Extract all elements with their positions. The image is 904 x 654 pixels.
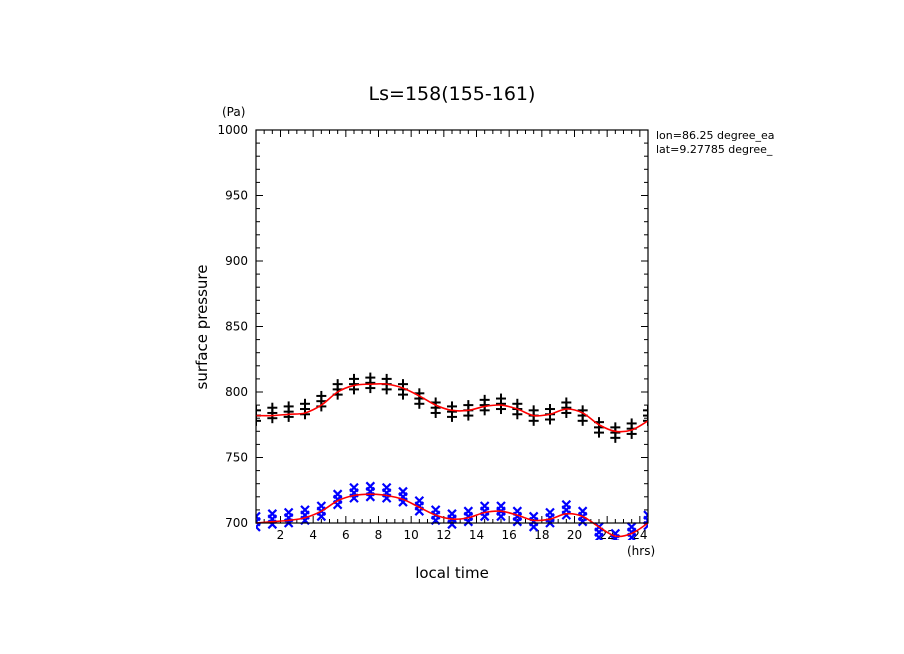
- point-plus: [479, 394, 490, 416]
- point-cross: [626, 522, 637, 540]
- y-tick-label: 800: [225, 385, 248, 399]
- point-cross: [283, 507, 294, 528]
- point-cross: [545, 507, 555, 528]
- x-tick-label: 4: [309, 528, 317, 542]
- point-cross: [256, 511, 261, 532]
- point-plus: [349, 373, 359, 395]
- annotation-lat: lat=9.27785 degree_: [656, 143, 773, 156]
- x-tick-label: 18: [534, 528, 549, 542]
- y-axis-label: surface pressure: [193, 265, 211, 390]
- x-tick-label: 20: [567, 528, 582, 542]
- point-cross: [365, 481, 376, 502]
- y-tick-label: 1000: [217, 123, 248, 137]
- point-cross: [349, 482, 359, 503]
- x-unit-label: (hrs): [627, 544, 655, 558]
- point-plus: [365, 372, 376, 394]
- axis-ticks: [256, 129, 648, 524]
- point-plus: [512, 398, 523, 420]
- point-plus: [643, 405, 648, 426]
- fit-line-2: [256, 382, 648, 433]
- point-cross: [267, 509, 278, 530]
- point-plus: [316, 390, 327, 412]
- point-plus: [267, 402, 278, 424]
- annotation-lon: lon=86.25 degree_ea: [656, 129, 775, 142]
- point-plus: [283, 401, 294, 422]
- y-tick-label: 950: [225, 189, 248, 203]
- y-tick-label: 900: [225, 254, 248, 268]
- point-plus: [561, 397, 572, 418]
- point-cross: [300, 505, 310, 526]
- x-tick-label: 6: [342, 528, 350, 542]
- x-tick-label: 2: [277, 528, 285, 542]
- y-tick-labels: 700 750 800 850 900 950 1000: [217, 123, 248, 530]
- chart-title: Ls=158(155-161): [369, 83, 536, 105]
- point-cross: [561, 499, 572, 520]
- x-tick-label: 8: [375, 528, 383, 542]
- point-cross: [398, 486, 408, 507]
- y-tick-label: 700: [225, 516, 248, 530]
- point-plus: [447, 401, 457, 422]
- y-tick-label: 850: [225, 320, 248, 334]
- x-tick-labels: 2 4 6 8 10 12 14 16 18 20 22 24: [277, 528, 648, 542]
- y-tick-label: 750: [225, 451, 248, 465]
- x-tick-label: 10: [404, 528, 419, 542]
- x-tick-label: 16: [502, 528, 517, 542]
- plot-frame: [255, 129, 649, 524]
- point-plus: [545, 404, 555, 425]
- x-axis-label: local time: [415, 564, 489, 582]
- y-unit-label: (Pa): [222, 105, 245, 119]
- x-tick-label: 12: [436, 528, 451, 542]
- fit-line-3: [256, 493, 648, 538]
- point-cross: [381, 482, 392, 503]
- point-plus: [300, 398, 310, 420]
- point-plus: [610, 422, 621, 443]
- point-plus: [496, 393, 506, 415]
- x-tick-label: 22: [600, 528, 615, 542]
- point-cross: [577, 506, 588, 527]
- x-tick-label: 14: [469, 528, 484, 542]
- point-cross: [463, 506, 474, 527]
- point-plus: [430, 397, 441, 418]
